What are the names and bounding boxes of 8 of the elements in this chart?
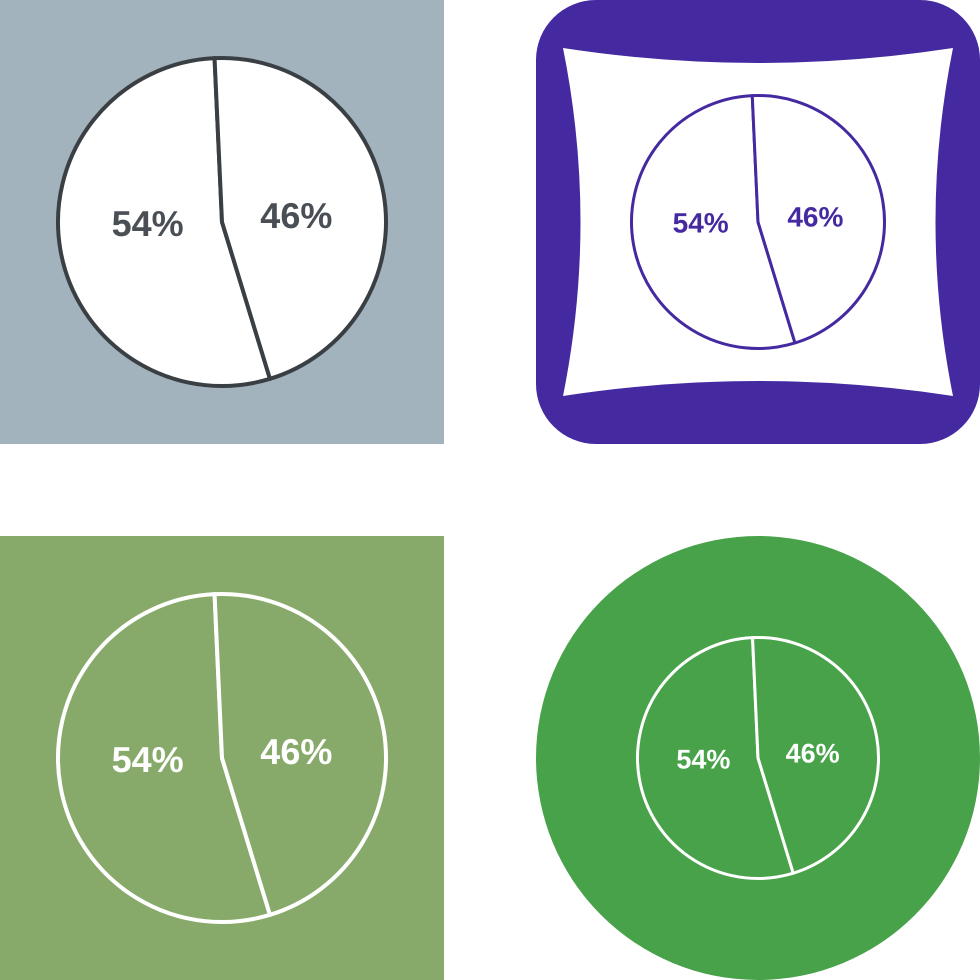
data-label: 46% xyxy=(786,738,840,769)
data-label: 46% xyxy=(787,202,844,233)
data-label: 46% xyxy=(260,195,332,236)
data-label: 54% xyxy=(112,738,184,780)
data-label: 54% xyxy=(112,202,184,244)
data-label: 54% xyxy=(672,208,729,239)
data-label: 54% xyxy=(676,744,730,774)
data-label: 46% xyxy=(260,731,332,772)
